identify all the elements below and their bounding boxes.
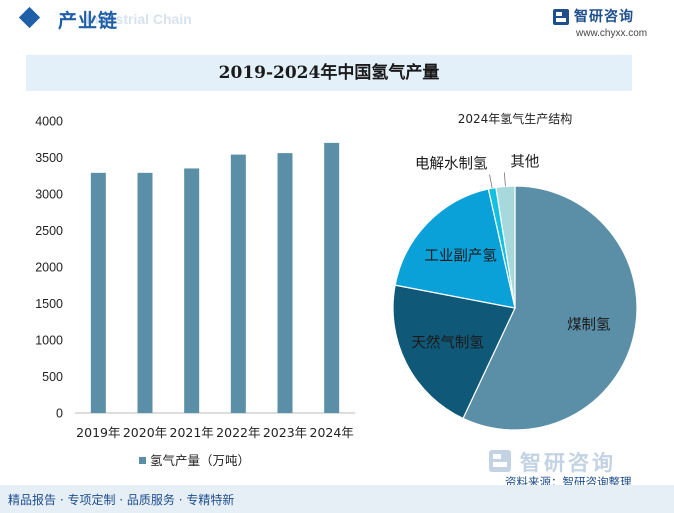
footer-slogan: 精品报告 · 专项定制 · 品质服务 · 专精特新 [8,493,235,507]
x-tick-label: 2020年 [123,425,167,440]
legend-label: 氢气产量（万吨） [150,453,250,468]
y-tick-label: 500 [42,370,63,384]
pie-slice-label: 煤制氢 [567,317,611,334]
chart-title: 2019-2024年中国氢气产量 [218,63,440,83]
page-title: 产业链 [58,10,119,32]
pie-title: 2024年氢气生产结构 [458,111,573,126]
x-tick-label: 2023年 [263,425,307,440]
y-tick-label: 1500 [35,297,63,311]
y-tick-label: 1000 [35,334,63,348]
header: Industrial Chain 产业链 [0,0,674,40]
y-tick-label: 2500 [35,224,63,238]
bar [230,154,246,413]
x-tick-label: 2019年 [76,425,120,440]
y-tick-label: 4000 [35,115,63,129]
brand-logo-block: 智研咨询 www.chyxx.com [552,6,662,42]
x-tick-label: 2024年 [310,425,354,440]
y-tick-label: 2000 [35,261,63,275]
footer-bar: 精品报告 · 专项定制 · 品质服务 · 专精特新 [0,485,674,513]
brand-logo-icon [553,9,569,25]
y-tick-label: 3000 [35,188,63,202]
y-tick-label: 0 [56,407,63,421]
bar [137,172,153,413]
pie-leader-line [503,172,506,187]
pie-slice [392,284,516,420]
bar [184,168,200,413]
pie-slice-label: 其他 [510,153,539,170]
chart-title-band: 2019-2024年中国氢气产量 [26,55,632,91]
pie-leader-line [489,174,493,189]
watermark-name: 智研咨询 [520,451,616,475]
bar [90,172,106,413]
brand-url: www.chyxx.com [576,28,648,39]
x-tick-label: 2021年 [170,425,214,440]
pie-slice-label: 天然气制氢 [411,334,484,351]
pie-slice [394,188,516,309]
watermark-logo-icon [489,450,511,472]
watermark-brand: 智研咨询 [488,447,668,481]
x-tick-label: 2022年 [216,425,260,440]
pie-slice-label: 工业副产氢 [424,247,497,264]
pie-slice [462,185,638,431]
bar [324,142,340,413]
brand-name: 智研咨询 [574,9,634,25]
legend-swatch [139,457,146,464]
pie-slice-label: 电解水制氢 [415,155,488,172]
header-ghost-text: Industrial Chain [86,11,192,27]
y-tick-label: 3500 [35,151,63,165]
bar [277,153,293,413]
